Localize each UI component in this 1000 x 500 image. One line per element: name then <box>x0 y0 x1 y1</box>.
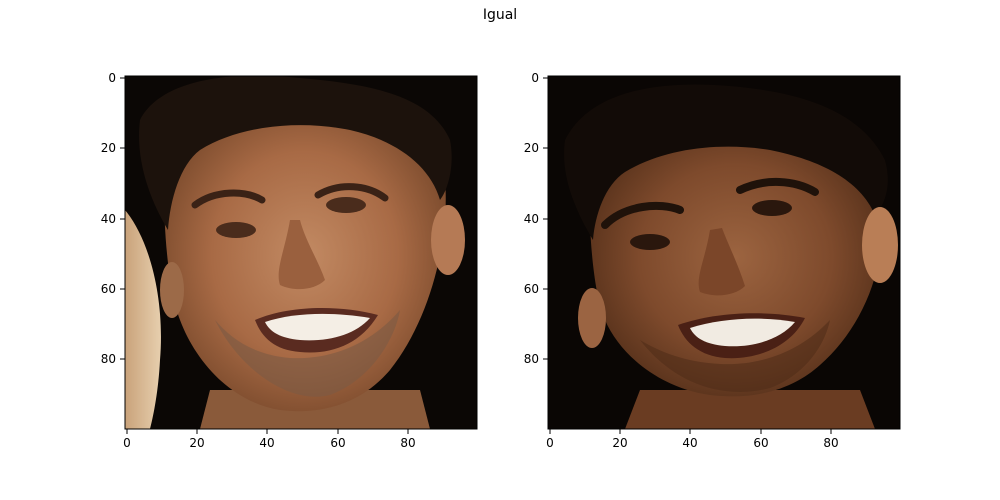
right-y-axis: 0 20 40 60 80 <box>524 71 548 366</box>
left-ytick-label: 0 <box>108 71 116 85</box>
right-ytick-label: 40 <box>524 212 539 226</box>
right-ytick-label: 60 <box>524 282 539 296</box>
left-axes: 0 20 40 60 80 0 20 40 60 80 <box>101 71 478 450</box>
right-xtick-label: 40 <box>682 436 697 450</box>
right-x-axis: 0 20 40 60 80 <box>546 429 839 450</box>
right-xtick-label: 20 <box>612 436 627 450</box>
left-xtick-label: 40 <box>259 436 274 450</box>
right-axes: 0 20 40 60 80 0 20 40 60 80 <box>524 71 901 450</box>
figure-title: Igual <box>482 7 518 23</box>
left-ytick-label: 80 <box>101 352 116 366</box>
left-x-axis: 0 20 40 60 80 <box>123 429 416 450</box>
left-ytick-label: 20 <box>101 141 116 155</box>
left-xtick-label: 20 <box>189 436 204 450</box>
right-ytick-label: 80 <box>524 352 539 366</box>
left-xtick-label: 0 <box>123 436 131 450</box>
left-xtick-label: 80 <box>400 436 415 450</box>
right-xtick-label: 80 <box>823 436 838 450</box>
right-xtick-label: 0 <box>546 436 554 450</box>
right-xtick-label: 60 <box>753 436 768 450</box>
left-xtick-label: 60 <box>330 436 345 450</box>
right-ytick-label: 0 <box>531 71 539 85</box>
right-ytick-label: 20 <box>524 141 539 155</box>
left-y-axis: 0 20 40 60 80 <box>101 71 125 366</box>
left-ytick-label: 40 <box>101 212 116 226</box>
left-face-image <box>125 76 477 429</box>
right-face-image <box>548 76 900 429</box>
left-ytick-label: 60 <box>101 282 116 296</box>
